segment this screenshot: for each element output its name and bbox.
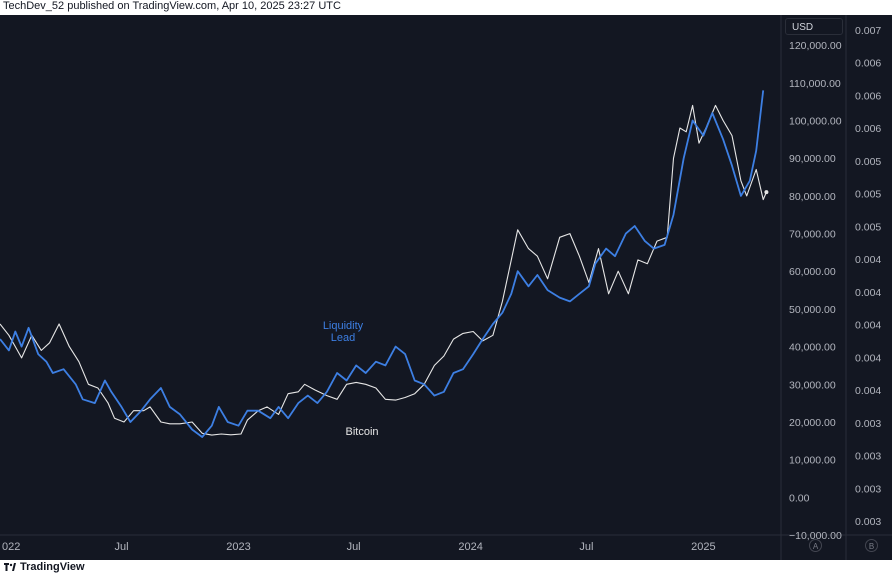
series-line-liquidity-lead[interactable] (0, 90, 765, 438)
time-axis-tick-label: Jul (347, 541, 361, 553)
right-axis-tick-label: 0.004 (855, 287, 881, 299)
left-axis-tick-label: 60,000.00 (789, 266, 836, 278)
left-axis-tick-label: 80,000.00 (789, 191, 836, 203)
right-axis-tick-label: 0.004 (855, 254, 881, 266)
left-axis-tick-label: 30,000.00 (789, 379, 836, 391)
currency-selector[interactable]: USD (785, 18, 843, 35)
left-axis-tick-label: 10,000.00 (789, 455, 836, 467)
left-axis-tick-label: 110,000.00 (789, 78, 841, 90)
liquidity-lead-label-line2: Lead (331, 332, 355, 344)
tradingview-logo-icon (4, 563, 16, 572)
bitcoin-label: Bitcoin (345, 426, 378, 438)
right-axis-tick-label: 0.006 (855, 123, 881, 135)
plot-layer (0, 90, 769, 438)
time-axis-tick-label: 2023 (226, 541, 250, 553)
left-axis-tick-label: 0.00 (789, 492, 810, 504)
right-axis-tick-label: 0.005 (855, 156, 881, 168)
right-axis-tick-label: 0.007 (855, 25, 881, 37)
chart-svg[interactable]: 120,000.00 110,000.00 100,000.00 90,000.00 8… (0, 15, 892, 560)
right-axis-tick-label: 0.003 (855, 516, 881, 528)
tradingview-brand: TradingView (20, 561, 85, 573)
right-axis-tick-label: 0.006 (855, 58, 881, 70)
series-endpoint-bitcoin (764, 190, 769, 195)
right-axis-tick-label: 0.004 (855, 352, 881, 364)
liquidity-lead-label-line1: Liquidity (323, 320, 364, 332)
left-axis-tick-label: 20,000.00 (789, 417, 836, 429)
time-axis-tick-label: Jul (579, 541, 593, 553)
right-axis-tick-label: 0.003 (855, 451, 881, 463)
time-axis[interactable]: 022 Jul 2023 Jul 2024 Jul 2025 (2, 541, 716, 553)
footer: TradingView (0, 560, 892, 574)
right-axis-tick-label: 0.004 (855, 385, 881, 397)
left-axis-tick-label: 90,000.00 (789, 153, 836, 165)
right-axis-tick-label: 0.004 (855, 320, 881, 332)
right-axis-tick-label: 0.005 (855, 221, 881, 233)
left-axis-tick-label: −10,000.00 (789, 530, 842, 542)
time-axis-tick-label: 2024 (458, 541, 482, 553)
left-axis-tick-label: 70,000.00 (789, 229, 836, 241)
log-scale-button[interactable]: B (865, 539, 878, 552)
time-axis-tick-label: 2025 (691, 541, 715, 553)
publisher-attribution: TechDev_52 published on TradingView.com,… (0, 0, 892, 15)
auto-scale-button[interactable]: A (809, 539, 822, 552)
left-axis-tick-label: 50,000.00 (789, 304, 836, 316)
time-axis-tick-label: Jul (114, 541, 128, 553)
left-axis-tick-label: 40,000.00 (789, 342, 836, 354)
right-axis-tick-label: 0.003 (855, 483, 881, 495)
chart-background (0, 15, 892, 560)
chart-area[interactable]: 120,000.00 110,000.00 100,000.00 90,000.00 8… (0, 15, 892, 560)
time-axis-tick-label: 022 (2, 541, 20, 553)
right-axis-tick-label: 0.005 (855, 189, 881, 201)
left-axis-tick-label: 100,000.00 (789, 116, 842, 128)
right-price-axis[interactable]: 0.007 0.006 0.006 0.006 0.005 0.005 0.005 0.004… (855, 25, 881, 528)
left-axis-tick-label: 120,000.00 (789, 40, 842, 52)
left-price-axis[interactable]: 120,000.00 110,000.00 100,000.00 90,000.00 8… (789, 40, 842, 542)
right-axis-tick-label: 0.003 (855, 418, 881, 430)
right-axis-tick-label: 0.006 (855, 91, 881, 103)
